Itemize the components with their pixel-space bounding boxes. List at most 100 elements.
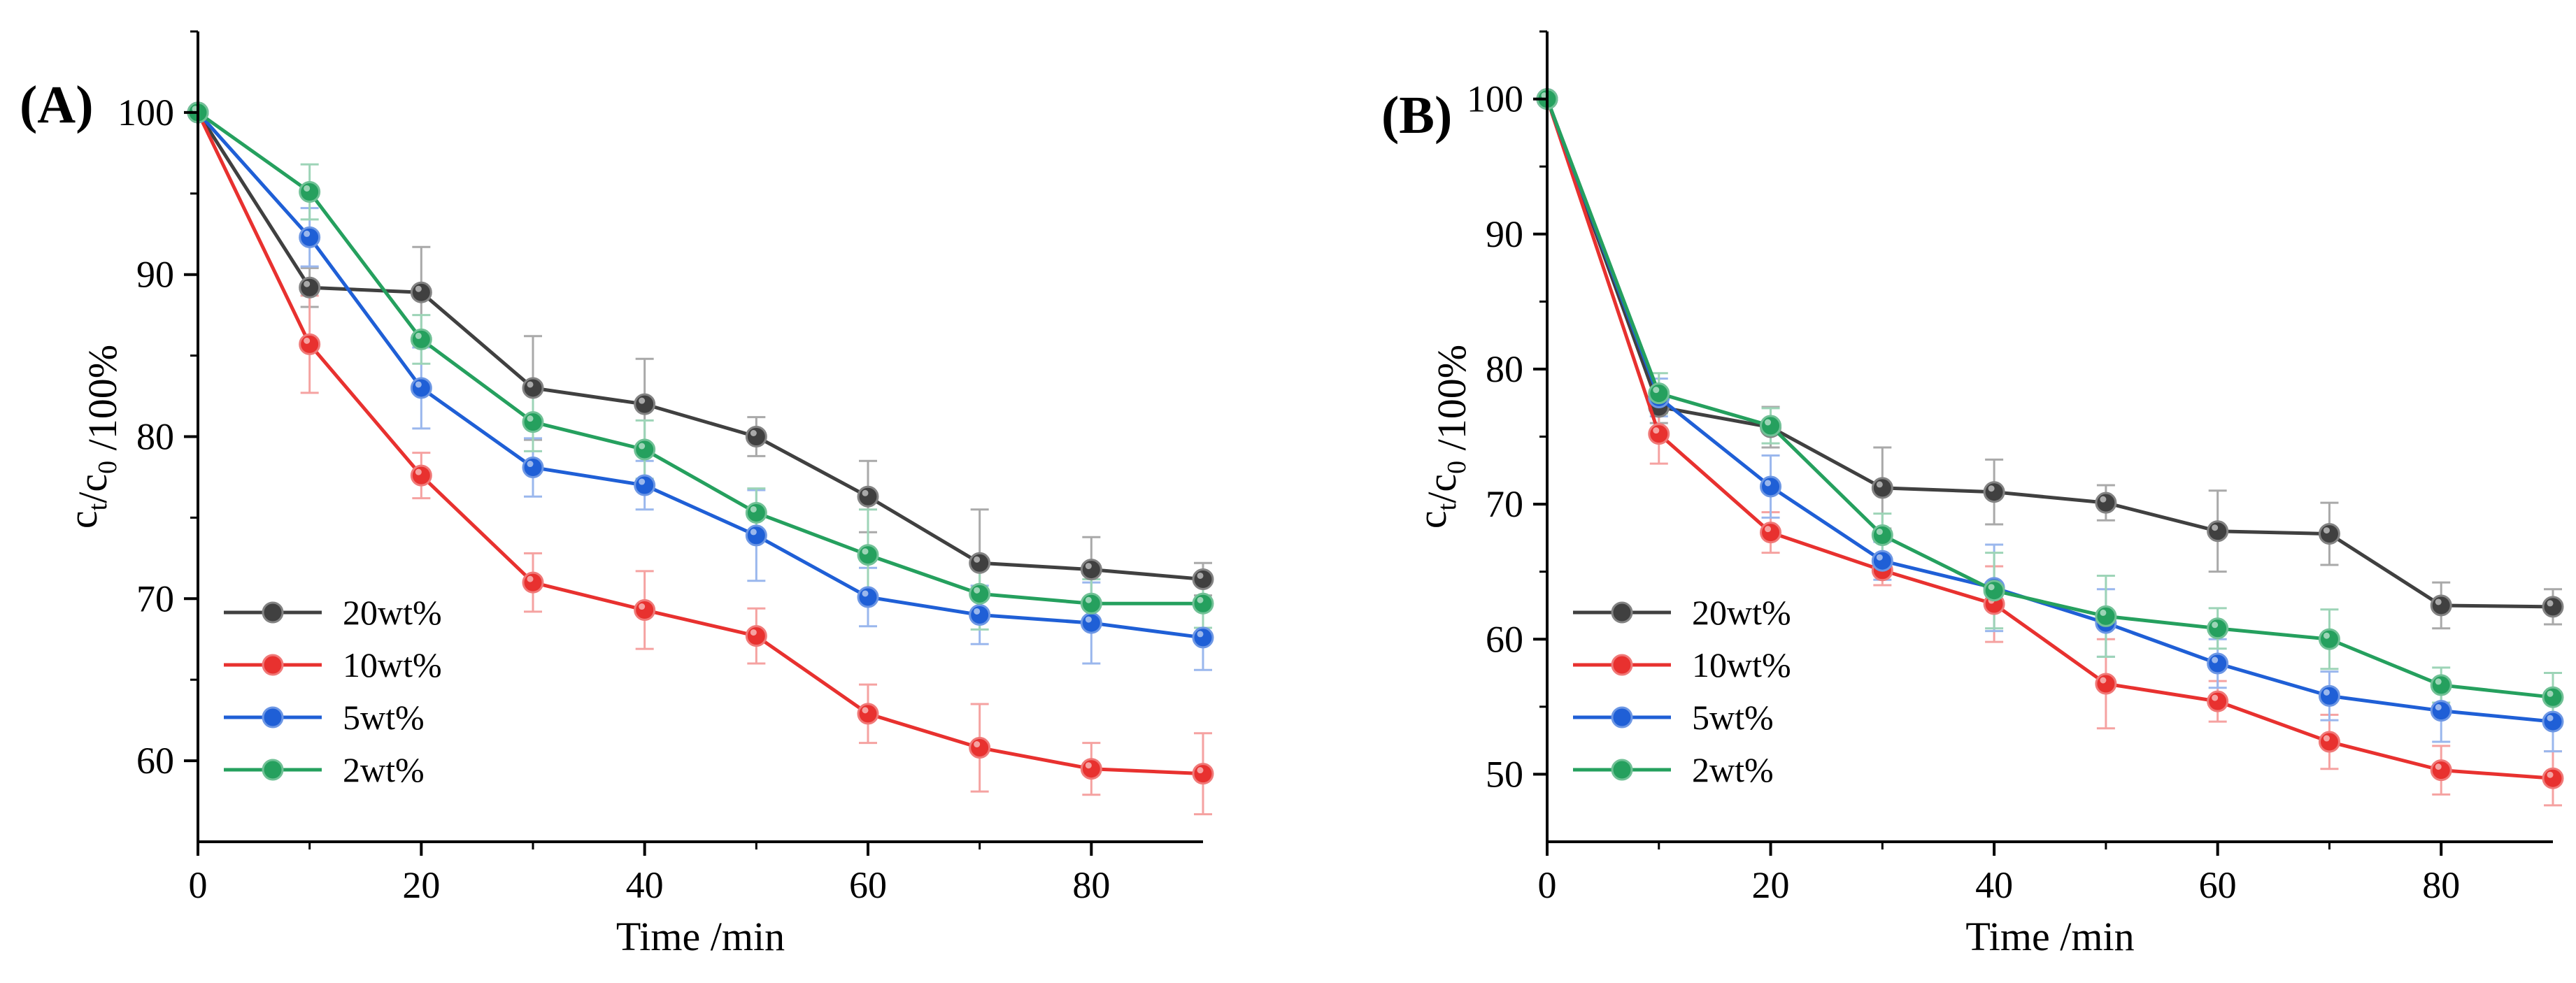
panel-label: (A) <box>20 76 94 134</box>
x-tick-label: 60 <box>2199 864 2237 906</box>
data-point <box>2207 520 2229 543</box>
data-point-highlight <box>527 381 534 388</box>
data-point-highlight <box>1876 529 1883 536</box>
data-point-highlight <box>974 587 981 594</box>
data-point-highlight <box>2323 632 2330 639</box>
legend-item: 10wt% <box>1573 645 1791 684</box>
x-axis-title: Time /min <box>616 914 785 959</box>
x-tick-label: 0 <box>1538 864 1557 906</box>
series-10wt% <box>187 101 1214 785</box>
series-2wt% <box>1536 88 2564 708</box>
legend-marker <box>262 759 284 781</box>
y-tick-label: 80 <box>1486 348 1523 390</box>
series-line <box>196 111 1204 776</box>
data-point <box>857 703 879 725</box>
data-point-highlight <box>750 529 757 536</box>
data-point-highlight <box>415 332 422 339</box>
data-point <box>2095 605 2117 627</box>
data-point-highlight <box>2100 609 2107 616</box>
data-point-highlight <box>2212 694 2219 701</box>
data-point <box>745 426 767 447</box>
data-point-highlight <box>1653 387 1660 394</box>
data-point <box>1871 550 1893 572</box>
data-point <box>410 377 432 399</box>
data-point-highlight <box>527 575 534 582</box>
data-point <box>1648 382 1670 405</box>
data-point <box>745 625 767 647</box>
x-ticks: 0 20 40 60 80 <box>1538 842 2460 906</box>
data-point <box>1648 423 1670 445</box>
data-point <box>2318 684 2340 707</box>
data-point <box>2207 652 2229 675</box>
data-point-highlight <box>1765 480 1772 487</box>
series-5wt% <box>187 101 1214 649</box>
data-point-highlight <box>862 548 869 555</box>
data-point-highlight <box>527 461 534 468</box>
data-point <box>1080 559 1102 581</box>
data-point-highlight <box>2323 689 2330 696</box>
data-point <box>969 603 991 626</box>
y-tick-label: 90 <box>136 254 174 296</box>
data-point-highlight <box>2547 771 2554 778</box>
data-point <box>1192 592 1214 615</box>
data-point <box>2542 710 2564 733</box>
data-point-highlight <box>2100 677 2107 684</box>
data-point <box>410 464 432 487</box>
legend-marker <box>262 706 284 729</box>
data-point <box>522 377 544 399</box>
data-point-highlight <box>2547 715 2554 722</box>
data-point-highlight <box>1765 526 1772 533</box>
y-tick-label: 80 <box>136 416 174 458</box>
legend-item: 20wt% <box>1573 593 1791 632</box>
data-point <box>1080 612 1102 634</box>
data-point <box>2430 594 2452 617</box>
data-point <box>2318 731 2340 753</box>
data-point <box>969 552 991 574</box>
data-point-highlight <box>2435 763 2442 770</box>
y-tick-label: 70 <box>1486 483 1523 525</box>
series-2wt% <box>187 101 1214 615</box>
data-point-highlight <box>862 590 869 597</box>
legend: 20wt% 10wt% 5wt% 2wt% <box>224 593 442 789</box>
legend-item: 2wt% <box>1573 750 1774 789</box>
x-tick-label: 40 <box>626 864 664 906</box>
y-axis-title: ct/c0 /100% <box>1409 345 1474 529</box>
legend-label: 2wt% <box>1692 750 1774 789</box>
y-axis-title: ct/c0 /100% <box>60 345 125 529</box>
data-point <box>2430 759 2452 782</box>
data-point-highlight <box>304 230 311 237</box>
data-point <box>2318 628 2340 650</box>
legend-marker <box>1611 654 1633 676</box>
series-line <box>1545 98 2554 609</box>
data-point <box>2207 690 2229 712</box>
legend-item: 5wt% <box>1573 698 1774 737</box>
legend-marker <box>262 601 284 624</box>
data-point-highlight <box>527 415 534 422</box>
data-point <box>522 571 544 594</box>
x-tick-label: 80 <box>2422 864 2460 906</box>
series-10wt% <box>1536 88 2564 789</box>
data-point-highlight <box>304 280 311 287</box>
series-20wt% <box>187 101 1214 590</box>
data-point-highlight <box>415 468 422 475</box>
data-point <box>1760 522 1782 544</box>
legend-marker <box>1611 706 1633 729</box>
data-point <box>2430 700 2452 722</box>
x-tick-label: 20 <box>402 864 440 906</box>
data-point-highlight <box>1876 554 1883 561</box>
data-point <box>2095 673 2117 695</box>
legend-label: 10wt% <box>1692 645 1791 684</box>
series-line <box>1545 98 2554 780</box>
data-point <box>299 276 321 299</box>
data-point-highlight <box>1988 584 1995 591</box>
data-point-highlight <box>1765 419 1772 426</box>
data-point <box>299 226 321 248</box>
data-point <box>1871 524 1893 547</box>
data-point-highlight <box>304 337 311 344</box>
data-point-highlight <box>750 629 757 636</box>
data-point <box>2430 674 2452 696</box>
data-point-highlight <box>2435 598 2442 605</box>
data-point <box>1192 626 1214 649</box>
data-point <box>1192 763 1214 785</box>
